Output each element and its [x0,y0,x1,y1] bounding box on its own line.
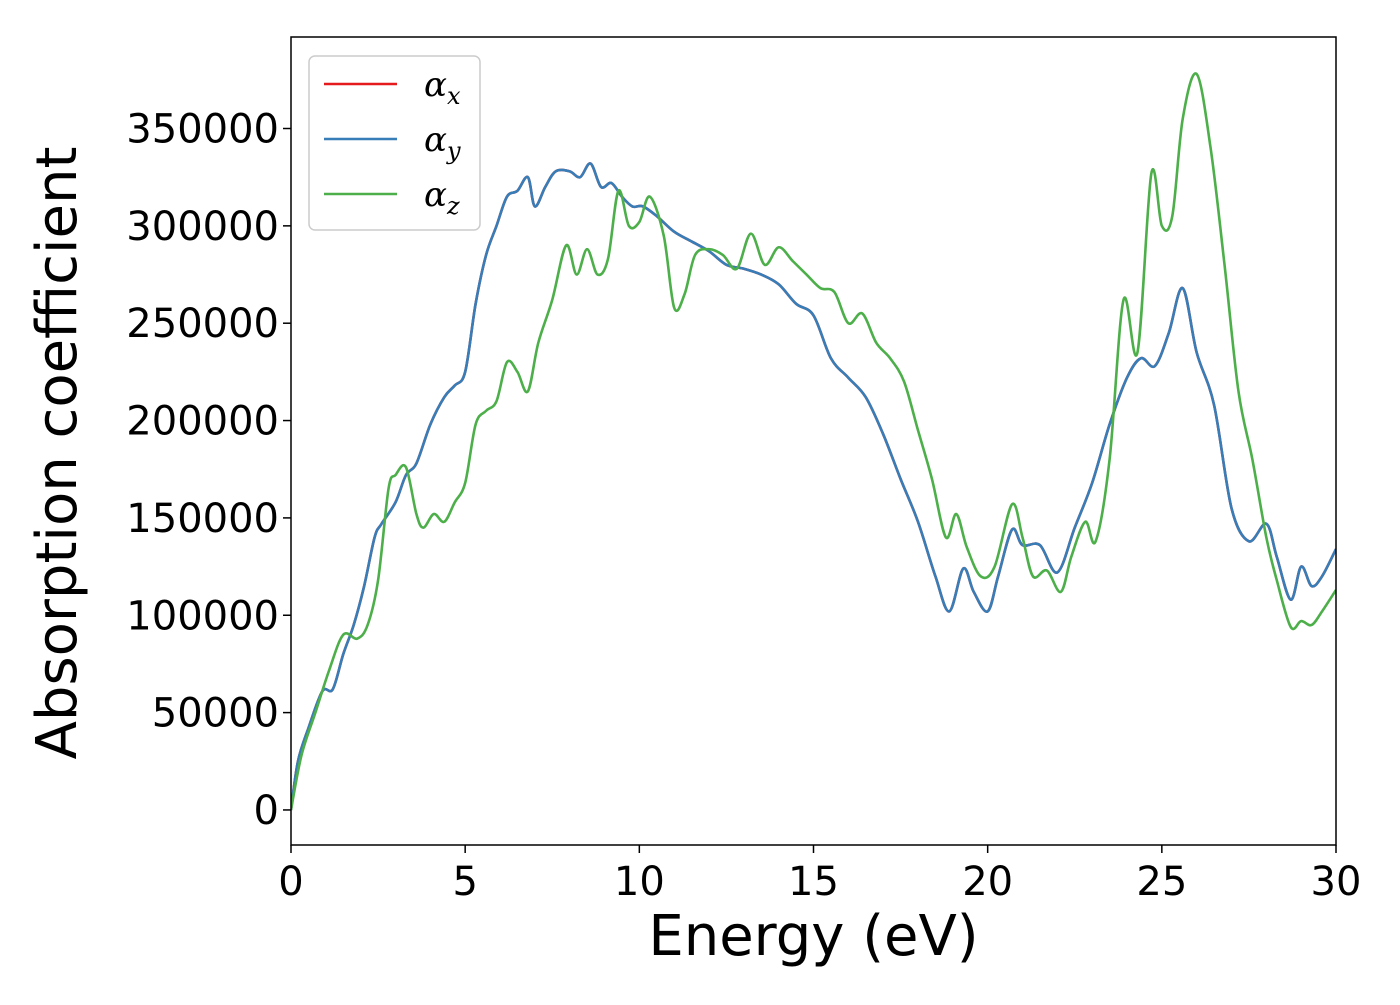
series-line-x [291,162,1336,811]
series-line-y [291,162,1336,811]
x-tick-label: 5 [452,859,477,905]
legend-frame [308,55,481,231]
x-tick-label: 30 [1311,859,1362,905]
y-axis-title: Absorption coefficient [25,147,90,760]
x-axis-ticks: 0 5 10 15 20 25 30 [278,845,1361,905]
y-tick-label: 0 [254,788,279,834]
legend-label-x: αx [424,65,461,110]
x-tick-label: 0 [278,859,303,905]
y-tick-label: 300000 [126,204,279,250]
series-line-z [291,72,1336,811]
y-tick-label: 250000 [126,301,279,347]
y-tick-label: 350000 [126,107,279,153]
y-tick-label: 200000 [126,399,279,445]
x-tick-label: 25 [1136,859,1187,905]
legend: αx αy αz [308,55,481,231]
legend-label-y: αy [424,120,461,165]
y-tick-label: 100000 [126,593,279,639]
series-layer [291,72,1336,811]
y-tick-label: 50000 [152,691,279,737]
x-tick-label: 20 [962,859,1013,905]
y-tick-label: 150000 [126,496,279,542]
x-tick-label: 15 [788,859,839,905]
y-axis-ticks: 0 50000 100000 150000 200000 250000 300000 3500… [126,107,291,834]
x-tick-label: 10 [614,859,665,905]
legend-label-z: αz [424,175,460,220]
x-axis-title: Energy (eV) [648,904,978,969]
